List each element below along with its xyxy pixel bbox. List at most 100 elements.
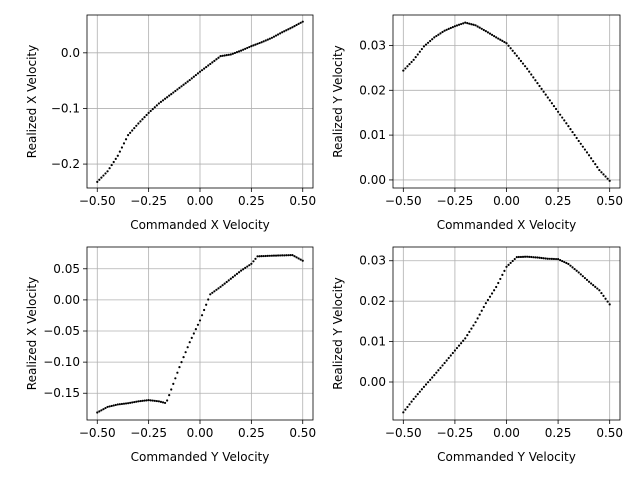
data-point <box>215 58 218 61</box>
data-point <box>412 58 415 61</box>
x-tick-label: −0.50 <box>385 194 422 208</box>
data-point <box>466 334 469 337</box>
x-tick-label: 0.00 <box>493 194 520 208</box>
data-point <box>604 175 607 178</box>
data-point <box>542 90 545 93</box>
data-point <box>482 28 485 32</box>
data-point <box>262 40 265 43</box>
data-point <box>131 129 134 132</box>
data-point <box>526 255 529 258</box>
data-point <box>464 21 467 24</box>
data-point <box>513 52 516 55</box>
data-point <box>137 122 140 125</box>
data-point <box>153 399 156 402</box>
data-point <box>112 160 115 164</box>
y-axis-label: Realized X Velocity <box>25 45 39 158</box>
x-tick-label: 0.50 <box>289 426 316 440</box>
data-point <box>147 111 150 114</box>
data-point <box>443 361 446 365</box>
data-point <box>523 255 527 258</box>
data-point <box>116 403 119 406</box>
data-point <box>231 276 234 279</box>
data-point <box>499 38 502 41</box>
data-point <box>532 76 535 79</box>
data-point <box>462 22 465 25</box>
data-point <box>519 255 523 259</box>
data-point <box>600 171 603 174</box>
data-point <box>182 83 185 86</box>
data-point <box>237 271 241 274</box>
data-point <box>530 73 533 76</box>
data-point <box>229 277 232 280</box>
data-point <box>129 131 132 134</box>
data-point <box>523 65 527 68</box>
data-point <box>276 33 280 36</box>
data-point <box>120 402 124 406</box>
data-point <box>447 356 450 360</box>
data-point <box>250 45 253 48</box>
data-point <box>297 22 300 25</box>
data-point <box>602 173 605 176</box>
data-point <box>554 257 558 261</box>
data-point <box>149 109 152 113</box>
data-point <box>223 282 226 285</box>
data-point <box>194 73 197 77</box>
data-point <box>270 36 274 39</box>
data-point <box>402 411 405 414</box>
data-point <box>546 257 549 260</box>
x-tick-label: 0.25 <box>238 194 265 208</box>
data-points <box>402 255 611 414</box>
data-point <box>283 30 286 33</box>
x-tick-label: −0.25 <box>130 426 167 440</box>
data-point <box>110 404 113 408</box>
x-axis-label: Commanded Y Velocity <box>437 450 576 464</box>
data-point <box>410 60 413 64</box>
data-point <box>122 142 126 145</box>
data-point <box>575 136 578 140</box>
data-point <box>285 254 288 257</box>
data-point <box>291 253 294 257</box>
data-point <box>412 397 415 401</box>
y-tick-label: 0.02 <box>359 83 386 97</box>
data-point <box>443 29 446 32</box>
data-point <box>429 39 432 43</box>
y-tick-label: 0.02 <box>359 294 386 308</box>
data-point <box>281 31 284 34</box>
data-point <box>505 265 508 268</box>
data-point <box>548 257 551 260</box>
data-point <box>301 259 304 262</box>
data-point <box>184 351 187 354</box>
data-point <box>203 308 206 312</box>
y-tick-label: −0.2 <box>51 157 80 171</box>
data-point <box>198 319 202 322</box>
data-point <box>478 313 481 316</box>
data-point <box>596 287 599 290</box>
data-point <box>600 291 603 295</box>
data-point <box>108 167 111 170</box>
data-point <box>420 47 423 51</box>
data-point <box>534 256 537 259</box>
data-point <box>505 42 508 45</box>
data-point <box>141 118 144 121</box>
data-point <box>246 265 249 268</box>
data-point <box>244 266 247 270</box>
data-point <box>174 377 177 380</box>
data-point <box>166 399 169 402</box>
data-point <box>190 77 193 80</box>
data-point <box>598 289 601 292</box>
data-point <box>431 376 434 379</box>
data-point <box>501 39 504 43</box>
data-point <box>166 96 169 99</box>
data-point <box>207 298 210 301</box>
y-tick-label: 0.00 <box>359 173 386 187</box>
data-point <box>131 401 134 404</box>
data-point <box>196 72 200 75</box>
x-tick-label: −0.25 <box>130 194 167 208</box>
data-point <box>503 40 506 44</box>
data-point <box>153 106 156 109</box>
data-point <box>437 33 440 36</box>
y-tick-label: 0.01 <box>359 335 386 349</box>
data-point <box>180 361 183 364</box>
data-point <box>431 38 434 41</box>
